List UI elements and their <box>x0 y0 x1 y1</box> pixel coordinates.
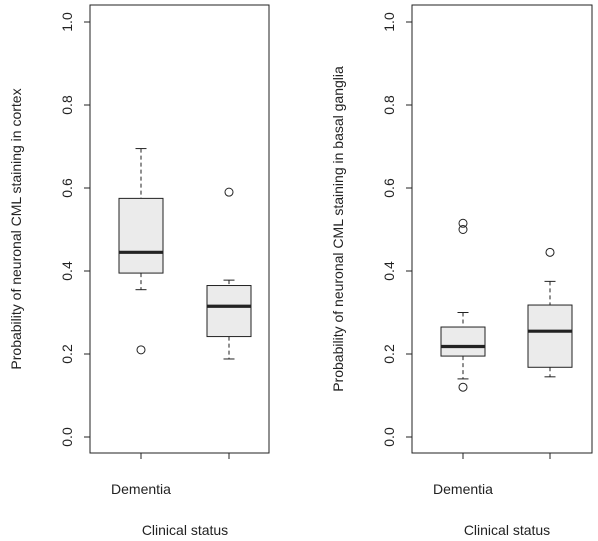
x-axis: Dementia <box>111 452 230 497</box>
outlier-point <box>136 345 146 355</box>
x-axis-label: Clinical status <box>464 522 550 538</box>
box-iqr <box>440 326 486 357</box>
y-tick-label: 0.0 <box>59 427 75 447</box>
boxes <box>118 148 252 360</box>
box-iqr <box>206 285 252 338</box>
box-iqr <box>118 197 164 274</box>
y-tick-label: 0.2 <box>59 344 75 364</box>
y-axis: 0.0 0.2 0.4 0.6 0.8 1.0 <box>381 12 413 447</box>
boxes <box>440 218 573 392</box>
y-tick-label: 0.6 <box>381 178 397 198</box>
y-axis: 0.0 0.2 0.4 0.6 0.8 1.0 <box>59 12 91 447</box>
box-iqr <box>527 304 573 368</box>
y-tick-label: 1.0 <box>59 12 75 32</box>
y-tick-label: 0.4 <box>59 261 75 281</box>
y-tick-label: 1.0 <box>381 12 397 32</box>
outlier-point <box>224 187 234 197</box>
box-group <box>206 187 252 360</box>
y-tick-label: 0.8 <box>381 95 397 115</box>
y-axis-label: Probability of neuronal CML staining in … <box>8 88 24 369</box>
plot-frame <box>411 4 593 454</box>
outlier-point <box>545 247 555 257</box>
basal-ganglia-panel: 0.0 0.2 0.4 0.6 0.8 1.0 Dementia Probability … <box>330 4 593 538</box>
cortex-panel: 0.0 0.2 0.4 0.6 0.8 1.0 Dementia Probability … <box>8 4 270 538</box>
y-axis-label: Probability of neuronal CML staining in … <box>330 66 346 392</box>
box-group <box>527 247 573 378</box>
outlier-point <box>458 218 468 228</box>
outlier-point <box>458 225 468 234</box>
y-tick-label: 0.6 <box>59 178 75 198</box>
box-group <box>118 148 164 355</box>
x-tick-label: Dementia <box>111 481 171 497</box>
x-tick-label: Dementia <box>433 481 493 497</box>
y-tick-label: 0.2 <box>381 344 397 364</box>
x-axis-label: Clinical status <box>142 522 228 538</box>
x-axis: Dementia <box>433 452 551 497</box>
outlier-point <box>458 382 468 392</box>
y-tick-label: 0.4 <box>381 261 397 281</box>
y-tick-label: 0.8 <box>59 95 75 115</box>
box-group <box>440 218 486 392</box>
y-tick-label: 0.0 <box>381 427 397 447</box>
plot-frame <box>89 4 270 454</box>
